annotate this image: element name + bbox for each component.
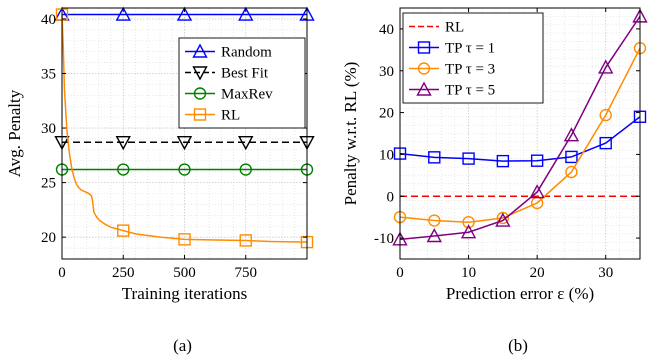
subfigure-caption: (b) — [508, 336, 528, 355]
legend-label: RL — [445, 20, 464, 36]
legend-entry-tp-1: TP τ = 1 — [409, 41, 495, 57]
legend-entry-tp-3: TP τ = 3 — [409, 62, 495, 78]
data-point — [117, 224, 130, 237]
legend-marker — [416, 81, 432, 96]
legend-entry-rl: RL — [409, 20, 464, 36]
chart-a: 0 250 500 750 20 25 30 35 40 Training iterations A… — [5, 6, 315, 355]
data-point — [176, 136, 193, 151]
data-point — [530, 154, 544, 167]
y-tick-label: 30 — [379, 64, 394, 80]
data-point — [565, 150, 578, 164]
legend-marker — [193, 87, 207, 100]
x-tick-label: 0 — [396, 265, 404, 281]
legend-entry-best-fit: Best Fit — [185, 66, 269, 82]
data-point — [117, 163, 130, 176]
data-point — [115, 136, 131, 151]
legend-entry-rl: RL — [185, 108, 240, 124]
data-point — [529, 184, 545, 199]
legend-entry-random: Random — [185, 43, 272, 61]
legend-marker — [192, 43, 208, 58]
data-point — [598, 59, 614, 74]
legend-label: Random — [221, 45, 272, 61]
data-point — [496, 154, 510, 168]
x-tick-label: 0 — [58, 265, 66, 281]
x-tick-label: 30 — [598, 265, 613, 281]
legend-entry-tp-5: TP τ = 5 — [409, 81, 495, 99]
data-point — [178, 233, 191, 246]
x-axis-label: Prediction error ε (%) — [446, 284, 594, 303]
data-point — [426, 228, 442, 243]
legend-label: RL — [221, 108, 240, 124]
y-tick-label: 20 — [41, 230, 56, 246]
legend: RL TP τ = 1 TP τ = 3 TP τ = 5 — [402, 12, 544, 104]
legend-marker — [192, 66, 208, 81]
y-tick-label: 0 — [387, 189, 395, 205]
legend-entry-maxrev: MaxRev — [185, 87, 273, 103]
x-tick-label: 500 — [173, 265, 196, 281]
x-tick-label: 750 — [235, 265, 258, 281]
series-line-tp-1 — [399, 116, 641, 162]
legend-marker — [417, 41, 431, 54]
series-tp-1 — [393, 110, 647, 168]
y-tick-label: 20 — [379, 106, 394, 122]
series-line-rl — [61, 14, 308, 243]
x-tick-label: 20 — [530, 265, 545, 281]
x-axis-label: Training iterations — [122, 284, 247, 303]
data-point — [428, 214, 441, 227]
legend-label: Best Fit — [221, 66, 269, 82]
legend-marker — [193, 108, 207, 121]
y-tick-label: 30 — [41, 121, 56, 137]
legend-label: TP τ = 5 — [445, 83, 495, 99]
data-point — [599, 136, 612, 150]
subfigure-caption: (a) — [173, 336, 192, 355]
data-point — [460, 224, 477, 239]
data-point — [239, 163, 252, 176]
data-point — [496, 211, 510, 225]
y-tick-label: -10 — [374, 231, 394, 247]
series-line-tp-5 — [399, 15, 641, 241]
y-tick-label: 10 — [379, 147, 394, 163]
y-tick-label: 35 — [41, 66, 56, 82]
y-tick-label: 25 — [41, 176, 56, 192]
data-point — [565, 165, 578, 179]
y-tick-label: 40 — [41, 12, 56, 28]
data-point — [599, 108, 612, 122]
legend-label: MaxRev — [221, 87, 273, 103]
series-best-fit — [54, 136, 315, 151]
y-axis-label: Avg. Penalty — [5, 89, 24, 177]
x-tick-label: 10 — [461, 265, 476, 281]
data-point — [239, 234, 252, 247]
data-point — [563, 127, 580, 142]
y-axis-label: Penalty w.r.t. RL (%) — [341, 62, 360, 206]
chart-b: 0 10 20 30 -10 0 10 20 30 40 Prediction error ε (%… — [341, 7, 648, 355]
legend-marker — [417, 62, 431, 75]
legend-box — [178, 37, 306, 129]
data-point — [178, 163, 191, 176]
data-point — [462, 215, 475, 229]
data-point — [495, 212, 511, 227]
data-point — [462, 152, 475, 165]
data-point — [428, 151, 441, 164]
data-point — [238, 6, 254, 21]
y-tick-label: 40 — [379, 22, 394, 38]
x-tick-label: 250 — [112, 265, 135, 281]
data-point — [176, 6, 193, 21]
plot-frame — [399, 7, 641, 260]
data-point — [115, 6, 131, 21]
data-point — [238, 136, 254, 151]
legend-label: TP τ = 1 — [445, 41, 495, 57]
legend: Random Best Fit MaxRev RL — [178, 37, 306, 129]
legend-label: TP τ = 3 — [445, 62, 495, 78]
